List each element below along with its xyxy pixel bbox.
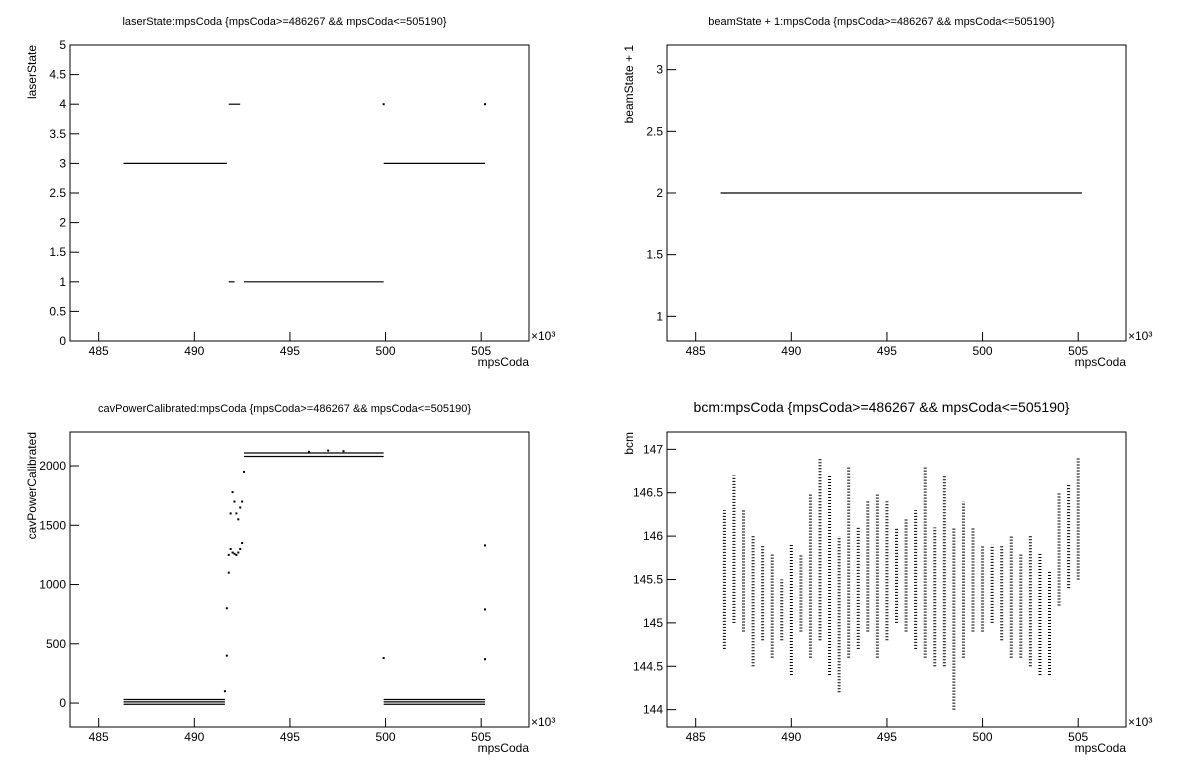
data-point — [229, 547, 232, 550]
x-tick-label: 505 — [471, 344, 491, 358]
x-axis-label: mpsCoda — [1075, 741, 1127, 755]
x-exponent: ×10³ — [1128, 715, 1152, 729]
data-point — [239, 547, 242, 550]
data-point — [484, 608, 487, 611]
data-point — [239, 506, 242, 509]
y-axis-label: cavPowerCalibrated — [25, 432, 39, 539]
y-tick-label: 146 — [643, 529, 663, 543]
data-point — [382, 657, 385, 660]
data-point — [231, 551, 234, 554]
x-exponent: ×10³ — [531, 715, 555, 729]
data-point — [237, 518, 240, 521]
y-tick-label: 1 — [59, 275, 66, 289]
y-tick-label: 1.5 — [49, 245, 66, 259]
y-tick-label: 144 — [643, 703, 663, 717]
data-point — [229, 512, 232, 515]
x-tick-label: 490 — [184, 730, 204, 744]
x-tick-label: 485 — [686, 344, 706, 358]
x-tick-label: 495 — [877, 344, 897, 358]
data-point — [235, 553, 238, 556]
y-axis-label: laserState — [25, 45, 39, 99]
x-tick-label: 500 — [376, 730, 396, 744]
x-tick-label: 495 — [280, 344, 300, 358]
y-tick-label: 0 — [59, 334, 66, 348]
y-tick-label: 3 — [59, 156, 66, 170]
plot-frame — [69, 44, 530, 342]
data-point — [308, 450, 311, 453]
x-tick-label: 505 — [471, 730, 491, 744]
y-tick-label: 145 — [643, 616, 663, 630]
y-tick-label: 1000 — [39, 578, 66, 592]
data-point — [225, 607, 228, 610]
x-exponent: ×10³ — [531, 329, 555, 343]
x-tick-label: 490 — [184, 344, 204, 358]
data-point — [233, 500, 236, 503]
data-point — [227, 571, 230, 574]
y-tick-label: 2.5 — [646, 124, 663, 138]
data-point — [484, 544, 487, 547]
y-tick-label: 3 — [656, 63, 663, 77]
x-tick-label: 485 — [686, 730, 706, 744]
x-axis-label: mpsCoda — [478, 741, 530, 755]
x-tick-label: 485 — [89, 344, 109, 358]
y-tick-label: 3.5 — [49, 127, 66, 141]
y-tick-label: 2 — [656, 186, 663, 200]
y-tick-label: 1.5 — [646, 248, 663, 262]
y-tick-label: 0 — [59, 696, 66, 710]
data-point — [231, 491, 234, 494]
data-point — [233, 552, 236, 555]
x-tick-label: 500 — [376, 344, 396, 358]
y-tick-label: 145.5 — [633, 573, 663, 587]
y-tick-label: 2.5 — [49, 186, 66, 200]
x-tick-label: 485 — [89, 730, 109, 744]
plot-frame — [69, 431, 530, 728]
y-tick-label: 1 — [656, 309, 663, 323]
y-tick-label: 146.5 — [633, 486, 663, 500]
chart-title: laserState:mpsCoda {mpsCoda>=486267 && m… — [122, 16, 446, 28]
y-tick-label: 500 — [46, 637, 66, 651]
data-point — [235, 512, 238, 515]
x-tick-label: 505 — [1068, 730, 1088, 744]
y-tick-label: 4 — [59, 97, 66, 111]
y-tick-label: 144.5 — [633, 659, 663, 673]
y-tick-label: 1500 — [39, 518, 66, 532]
y-axis-label: beamState + 1 — [622, 45, 636, 124]
x-axis-label: mpsCoda — [1075, 355, 1127, 369]
x-tick-label: 490 — [781, 344, 801, 358]
data-point — [484, 658, 487, 661]
chart-title: bcm:mpsCoda {mpsCoda>=486267 && mpsCoda<… — [694, 399, 1070, 415]
chart-title: beamState + 1:mpsCoda {mpsCoda>=486267 &… — [708, 16, 1055, 28]
data-point — [243, 470, 246, 473]
data-point — [484, 103, 487, 106]
data-point — [241, 542, 244, 545]
data-point — [227, 553, 230, 556]
y-tick-label: 2000 — [39, 459, 66, 473]
x-exponent: ×10³ — [1128, 329, 1152, 343]
y-tick-label: 147 — [643, 442, 663, 456]
x-tick-label: 500 — [973, 730, 993, 744]
y-tick-label: 5 — [59, 38, 66, 52]
y-tick-label: 0.5 — [49, 304, 66, 318]
data-point — [241, 500, 244, 503]
data-point — [327, 449, 330, 452]
data-point — [237, 551, 240, 554]
y-tick-label: 4.5 — [49, 68, 66, 82]
data-point — [225, 654, 228, 657]
x-tick-label: 495 — [280, 730, 300, 744]
y-tick-label: 2 — [59, 216, 66, 230]
x-tick-label: 490 — [781, 730, 801, 744]
data-point — [342, 450, 345, 453]
x-tick-label: 505 — [1068, 344, 1088, 358]
plot-frame — [666, 431, 1127, 728]
chart-title: cavPowerCalibrated:mpsCoda {mpsCoda>=486… — [98, 403, 471, 415]
x-tick-label: 495 — [877, 730, 897, 744]
y-axis-label: bcm — [622, 432, 636, 455]
data-point — [382, 103, 385, 106]
x-tick-label: 500 — [973, 344, 993, 358]
data-point — [223, 690, 226, 693]
x-axis-label: mpsCoda — [478, 355, 530, 369]
